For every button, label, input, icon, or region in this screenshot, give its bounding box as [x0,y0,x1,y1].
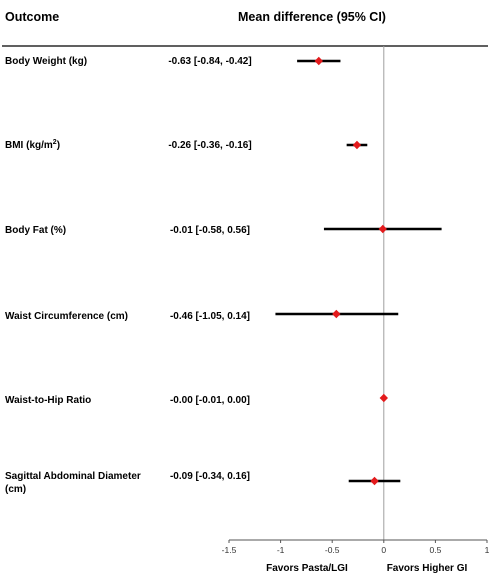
favors-left-label: Favors Pasta/LGI [266,563,348,574]
favors-right-label: Favors Higher GI [387,563,468,574]
point-estimate-marker [378,224,387,234]
point-estimate-marker [352,140,362,150]
point-estimate-marker [314,56,323,66]
outcome-label: (cm) [5,484,26,495]
outcome-label: Waist-to-Hip Ratio [5,395,91,406]
estimate-label: -0.63 [-0.84, -0.42] [168,56,251,67]
x-tick-label: -0.5 [325,545,340,555]
estimate-label: -0.09 [-0.34, 0.16] [170,471,250,482]
outcome-label: Body Fat (%) [5,225,66,236]
x-tick-label: 0 [381,545,386,555]
x-tick-label: 0.5 [429,545,441,555]
estimate-label: -0.26 [-0.36, -0.16] [168,140,251,151]
point-estimate-marker [370,476,379,486]
x-tick-label: 1 [485,545,490,555]
estimate-header: Mean difference (95% CI) [238,10,386,24]
outcome-header: Outcome [5,10,59,24]
outcome-label: BMI (kg/m2) [5,139,60,151]
estimate-label: -0.01 [-0.58, 0.56] [170,225,250,236]
point-estimate-marker [332,309,341,319]
outcome-label: Sagittal Abdominal Diameter [5,471,141,482]
x-tick-label: -1 [277,545,285,555]
outcome-label: Body Weight (kg) [5,56,87,67]
outcome-label: Waist Circumference (cm) [5,311,128,322]
x-tick-label: -1.5 [222,545,237,555]
estimate-label: -0.00 [-0.01, 0.00] [170,395,250,406]
estimate-label: -0.46 [-1.05, 0.14] [170,311,250,322]
point-estimate-marker [379,393,388,403]
